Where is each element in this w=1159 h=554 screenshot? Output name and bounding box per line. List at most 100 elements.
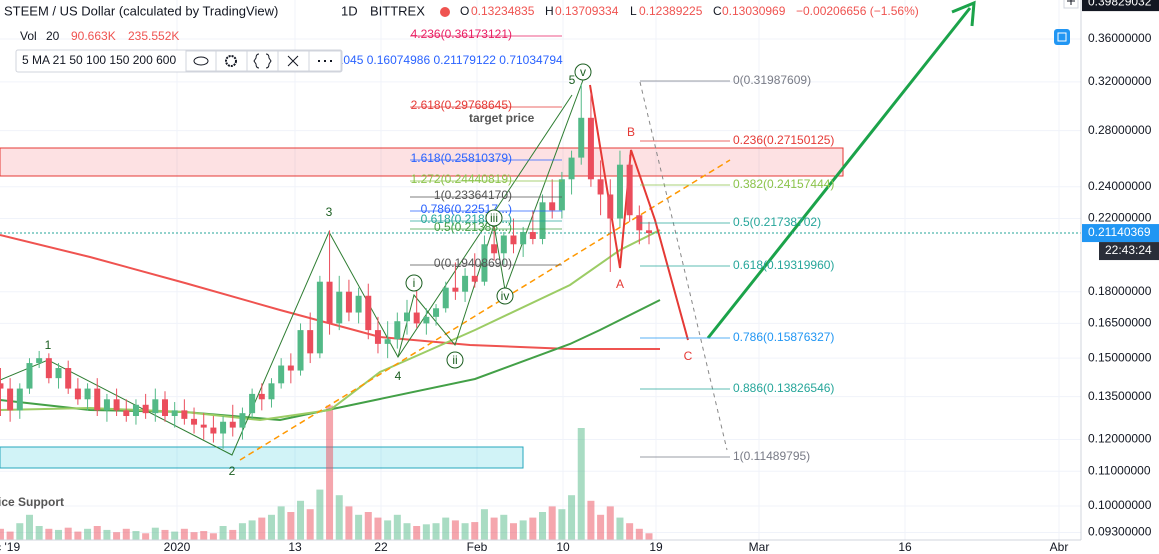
volume-bar — [548, 506, 556, 540]
volume-bar — [432, 523, 440, 540]
candle-body — [181, 410, 188, 419]
candle-body — [452, 287, 459, 292]
candle-body — [307, 330, 314, 354]
braces-icon — [253, 53, 272, 69]
volume-bar — [577, 428, 585, 540]
resistance-zone — [0, 147, 844, 177]
y-tick-label: 0.13500000 — [1088, 389, 1152, 403]
volume-bar — [6, 531, 14, 540]
x-tick-label: Mar — [749, 540, 770, 554]
volume-bar — [209, 533, 217, 540]
candle-body — [249, 393, 256, 414]
volume-bar — [587, 500, 595, 540]
candle-body — [471, 275, 478, 282]
support-zone — [0, 446, 524, 469]
annotations: 4.236(0.36173121) 2.618(0.29768645) 1.618(… — [0, 27, 834, 509]
volume-bar — [451, 520, 459, 540]
subwave-circle — [574, 63, 592, 81]
candle-body — [549, 202, 556, 211]
candle-body — [491, 244, 498, 254]
volume-bar — [364, 512, 372, 540]
wave-label: 1 — [45, 338, 52, 352]
y-tick-label: 0.22000000 — [1088, 211, 1152, 225]
symbol: STEEM / US Dollar (calculated by Trading… — [4, 3, 278, 18]
y-tick-label: 0.15000000 — [1088, 350, 1152, 364]
x-tick-label: Abr — [1050, 540, 1069, 554]
l-label: L — [630, 4, 637, 18]
x-tick-label: 16 — [898, 540, 912, 554]
wave-line — [0, 94, 573, 456]
candle-body — [646, 230, 652, 234]
volume-bar — [161, 529, 169, 540]
o-label: O — [460, 4, 469, 18]
candle-body — [607, 194, 614, 219]
volume-bar — [200, 531, 208, 540]
candle-body — [36, 358, 43, 364]
candle-body — [229, 421, 236, 428]
candle-body — [384, 339, 391, 344]
candle-body — [162, 399, 168, 417]
fib-right-label: 0.786(0.15876327) — [733, 330, 834, 344]
candle-body — [278, 365, 285, 384]
volume-bar — [509, 523, 517, 540]
candle-body — [142, 404, 149, 414]
plus-icon — [1067, 0, 1075, 5]
y-tick-label: 0.12000000 — [1088, 432, 1152, 446]
candle-body — [84, 388, 91, 400]
x-tick-label: 19 — [649, 540, 663, 554]
volume-bar — [345, 506, 353, 540]
fib-left-label: 1.272(0.24440819) — [411, 172, 512, 186]
volume-bar — [248, 520, 256, 540]
c-label: C — [713, 4, 722, 18]
volume-bar — [442, 517, 450, 540]
close-icon — [287, 55, 299, 67]
interval: 1D — [341, 3, 358, 18]
candle-body — [65, 368, 72, 389]
volume-bar — [500, 514, 508, 540]
source-button[interactable] — [246, 50, 279, 72]
volume-bar — [597, 514, 605, 540]
note: ice Support — [0, 495, 64, 509]
volume-bar — [519, 520, 527, 540]
candle-body — [568, 157, 575, 180]
volume-bars — [0, 405, 653, 540]
candle-body — [239, 413, 246, 428]
gear-icon — [225, 55, 237, 67]
scale-button[interactable] — [1054, 29, 1070, 45]
vol-label: Vol — [20, 29, 37, 43]
candle-body — [404, 312, 410, 322]
candle-body — [374, 330, 381, 344]
fib-left-label: 1.618(0.25810379) — [411, 151, 512, 165]
volume-bar — [635, 528, 643, 540]
volume-bar — [238, 523, 246, 540]
volume-bar — [297, 500, 305, 540]
wave-label: B — [627, 125, 635, 139]
fib-right-label: 0.236(0.27150125) — [733, 133, 834, 147]
wave-label: 2 — [229, 464, 236, 478]
candle-body — [7, 388, 14, 411]
x-tick-label: 10 — [556, 540, 570, 554]
candle-body — [616, 164, 623, 219]
candle-body — [26, 363, 33, 389]
candle-body — [94, 388, 101, 411]
y-tick-label: 0.16500000 — [1088, 316, 1152, 330]
x-tick-label: Feb — [467, 540, 488, 554]
candle-body — [394, 321, 401, 340]
top-price-box — [1082, 0, 1159, 12]
candle-body — [326, 281, 333, 324]
settings-button[interactable] — [215, 50, 248, 72]
eye-button[interactable] — [185, 50, 217, 72]
volume-bar — [422, 524, 430, 540]
subwave-circle — [446, 351, 464, 369]
price-axis — [1081, 0, 1159, 554]
ma-label: 5 MA 21 50 100 150 200 600 — [22, 53, 176, 67]
candle-body — [365, 295, 372, 331]
volume-bar — [171, 531, 179, 540]
volume-bar — [151, 527, 159, 540]
candle-body — [462, 275, 469, 292]
candle-body — [16, 388, 23, 411]
low: 0.12389225 — [639, 4, 703, 18]
candle-body — [636, 215, 643, 231]
wave-label: 4 — [395, 369, 402, 383]
